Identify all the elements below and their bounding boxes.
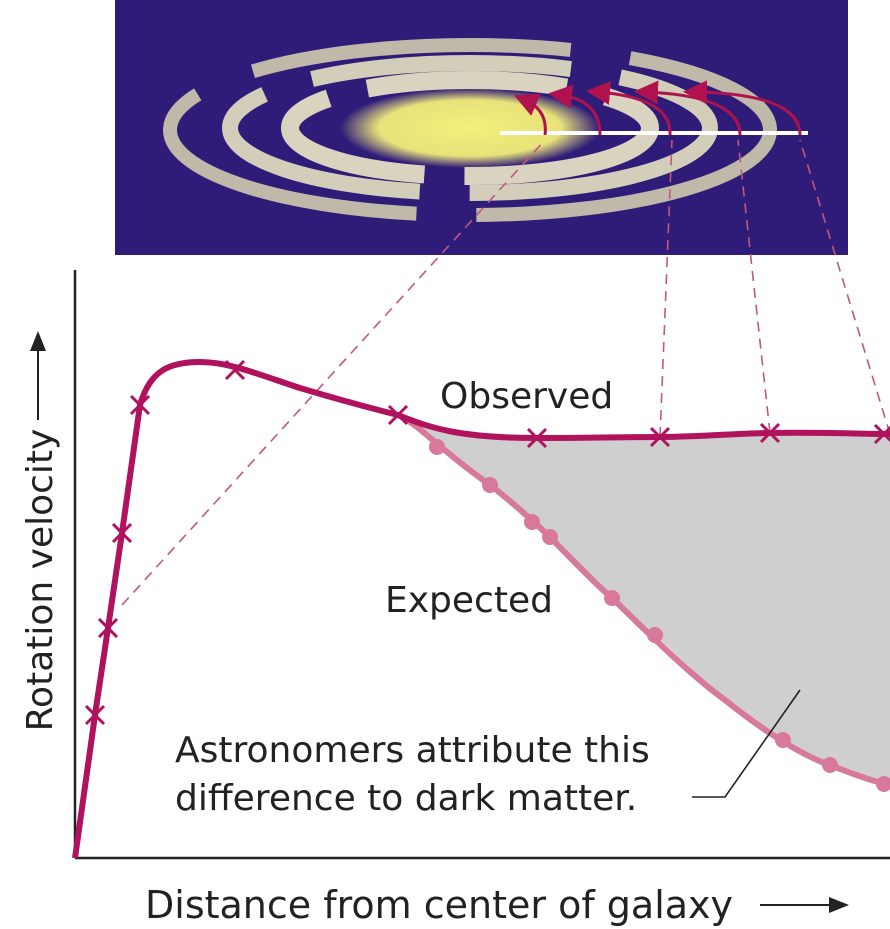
annotation-line: Astronomers attribute this [175,730,650,771]
axes [73,270,890,860]
x-marker [387,404,409,426]
x-axis-label: Distance from center of galaxy [145,883,733,927]
observed-label: Observed [440,376,613,417]
x-marker [873,423,890,445]
x-marker [129,394,151,416]
difference-area [420,425,890,785]
x-marker [97,617,119,639]
galaxy-image [115,0,848,255]
leader-line [692,689,801,798]
x-marker [224,359,246,381]
y-axis-label: Rotation velocity [20,429,61,732]
observed-curve [72,358,890,859]
x-marker [526,427,548,449]
x-marker [649,426,671,448]
observed-points [84,359,890,726]
expected-label: Expected [385,580,553,621]
annotation-line: difference to dark matter. [175,778,637,819]
x-marker [759,422,781,444]
x-marker [84,704,106,726]
dashed-guides [121,139,890,606]
x-marker [111,522,133,544]
expected-points [429,439,890,792]
